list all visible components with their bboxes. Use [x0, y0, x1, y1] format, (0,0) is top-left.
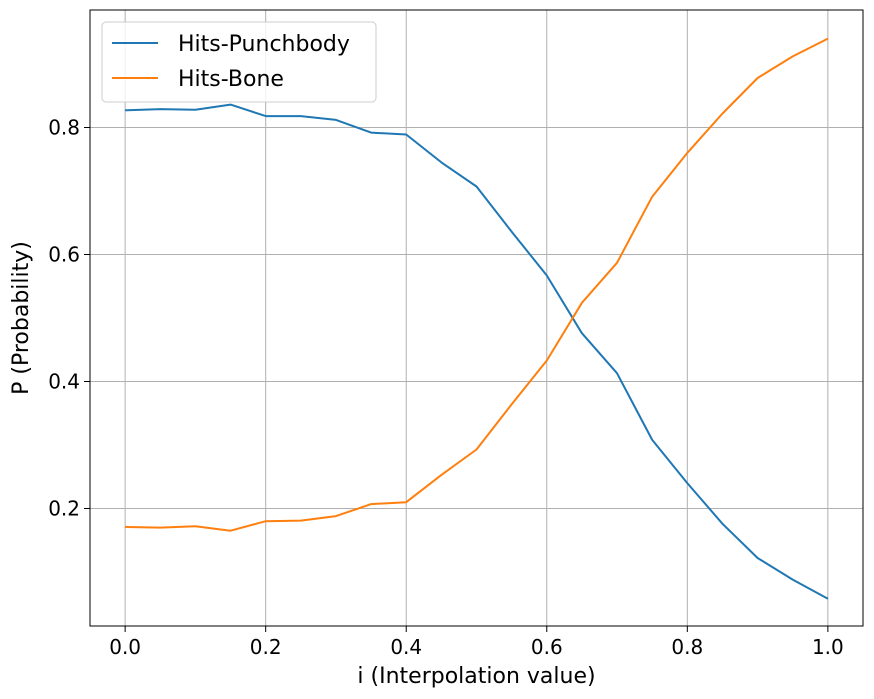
series-line-hits-punchbody [125, 103, 829, 600]
legend: Hits-Punchbody Hits-Bone [101, 21, 377, 103]
y-tick-label: 0.4 [48, 370, 80, 394]
ticks: 0.0 0.2 0.4 0.6 0.8 1.0 0.2 0.4 0.6 0.8 [48, 115, 844, 659]
y-tick-label: 0.8 [48, 115, 80, 139]
y-tick-label: 0.2 [48, 497, 80, 521]
x-tick-label: 0.4 [390, 635, 422, 659]
x-tick-label: 0.2 [250, 635, 282, 659]
x-tick-label: 0.8 [671, 635, 703, 659]
grid [90, 10, 863, 626]
series-line-hits-bone [125, 37, 829, 532]
y-tick-label: 0.6 [48, 242, 80, 266]
y-axis-label: P (Probability) [9, 241, 34, 395]
x-tick-label: 0.0 [109, 635, 141, 659]
x-axis-label: i (Interpolation value) [357, 664, 595, 689]
legend-label: Hits-Bone [178, 67, 284, 92]
plot-frame [89, 9, 864, 627]
x-tick-label: 0.6 [531, 635, 563, 659]
series-layer [125, 37, 829, 600]
x-tick-label: 1.0 [812, 635, 844, 659]
legend-box [101, 21, 377, 103]
legend-label: Hits-Punchbody [178, 32, 350, 57]
